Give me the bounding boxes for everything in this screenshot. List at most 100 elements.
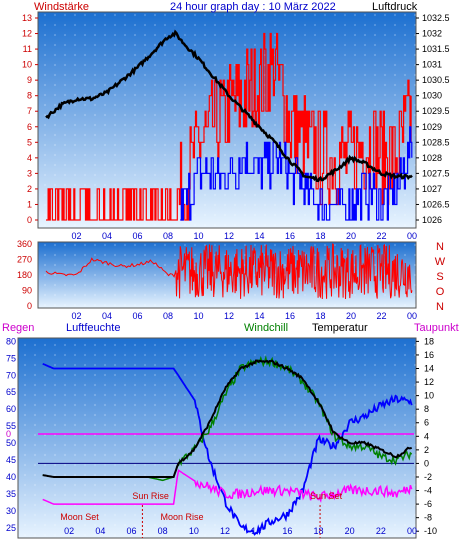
panel3-x-tick: 00 (407, 526, 417, 536)
panel3-right-tick: 12 (424, 377, 434, 387)
panel3-x-tick: 02 (64, 526, 74, 536)
panel1-left-tick: 0 (27, 215, 32, 225)
panel1-right-tick: 1031 (422, 60, 442, 70)
direction-label: W (435, 256, 446, 268)
panel2-left-tick: 90 (22, 286, 32, 296)
panel2-x-tick: 14 (254, 311, 264, 321)
pressure-series (45, 29, 413, 183)
panel2-x-tick: 12 (224, 311, 234, 321)
panel3-left-tick: 80 (6, 336, 16, 346)
panel3-right-tick: -4 (424, 486, 432, 496)
panel3-right-tick: -6 (424, 499, 432, 509)
panel3-left-tick: 65 (6, 387, 16, 397)
panel3-x-tick: 20 (345, 526, 355, 536)
panel3-right-tick: -10 (424, 526, 437, 536)
event-moon-rise: Moon Rise (160, 512, 203, 522)
panel1-left-label: Windstärke (34, 1, 89, 13)
panel2-left-tick: 0 (27, 301, 32, 311)
panel3-right-ticks: 18 16 14 12 10 8 6 4 2 0 -2 -4 -6 -8 -10 (416, 336, 437, 536)
panel3-left-tick: 60 (6, 404, 16, 414)
dewpoint-label: Taupunkt (414, 322, 459, 334)
windchill-label: Windchill (244, 322, 288, 334)
panel1-x-ticks: 02 04 06 08 10 12 14 16 18 20 22 00 (71, 231, 417, 241)
panel2-x-tick: 16 (285, 311, 295, 321)
panel3-left-tick: 45 (6, 455, 16, 465)
panel1-right-tick: 1026 (422, 215, 442, 225)
panel3-x-tick: 16 (282, 526, 292, 536)
panel3-x-tick: 18 (313, 526, 323, 536)
panel2-series (45, 243, 413, 300)
temperature-humidity-panel: Regen Luftfeuchte Windchill Temperatur T… (2, 322, 459, 539)
direction-label: O (436, 286, 445, 298)
dewpoint-series (42, 469, 413, 505)
panel3-left-ticks: 80 75 70 65 60 55 50 45 40 35 30 25 (6, 336, 16, 532)
panel1-left-tick: 6 (27, 122, 32, 132)
panel1-right-tick: 1029 (422, 122, 442, 132)
panel2-x-tick: 22 (376, 311, 386, 321)
panel3-x-tick: 04 (95, 526, 105, 536)
panel3-right-tick: 2 (424, 445, 429, 455)
panel1-x-tick: 12 (224, 231, 234, 241)
panel1-left-tick: 5 (27, 137, 32, 147)
wind-speed-series (180, 126, 413, 221)
panel1-x-tick: 02 (71, 231, 81, 241)
rain-label: Regen (2, 322, 34, 334)
direction-label: N (436, 241, 444, 253)
wind-direction-series (45, 243, 413, 300)
rain-zero-label: 0 (6, 429, 11, 439)
panel1-x-tick: 08 (163, 231, 173, 241)
panel1-left-tick: 2 (27, 184, 32, 194)
panel3-x-tick: 06 (126, 526, 136, 536)
event-sun-rise: Sun Rise (132, 491, 169, 501)
panel1-x-tick: 16 (285, 231, 295, 241)
panel3-left-tick: 25 (6, 523, 16, 533)
panel3-x-tick: 08 (158, 526, 168, 536)
event-moon-set: Moon Set (60, 512, 99, 522)
panel3-right-tick: 4 (424, 431, 429, 441)
panel3-right-tick: 10 (424, 391, 434, 401)
panel2-x-tick: 10 (193, 311, 203, 321)
panel1-x-tick: 22 (376, 231, 386, 241)
panel3-left-tick: 75 (6, 353, 16, 363)
panel1-left-tick: 11 (23, 44, 32, 54)
panel1-right-tick: 1028 (422, 153, 442, 163)
panel1-left-tick: 1 (27, 199, 32, 209)
panel1-right-tick: 1028.5 (422, 137, 450, 147)
panel3-series (38, 355, 414, 536)
panel1-title: 24 hour graph day : 10 März 2022 (170, 1, 336, 13)
panel1-x-tick: 20 (346, 231, 356, 241)
panel3-right-tick: 16 (424, 350, 434, 360)
temperature-label: Temperatur (312, 322, 368, 334)
panel1-left-tick: 13 (22, 13, 32, 23)
panel3-left-tick: 40 (6, 472, 16, 482)
panel2-left-tick: 360 (17, 239, 32, 249)
panel3-left-tick: 70 (6, 370, 16, 380)
panel3-right-tick: 6 (424, 418, 429, 428)
direction-label: S (436, 271, 443, 283)
panel3-right-tick: 8 (424, 404, 429, 414)
panel1-left-tick: 9 (27, 75, 32, 85)
panel3-x-tick: 22 (376, 526, 386, 536)
panel1-x-tick: 10 (193, 231, 203, 241)
panel3-x-tick: 14 (251, 526, 261, 536)
panel3-right-tick: -8 (424, 513, 432, 523)
panel1-x-tick: 18 (315, 231, 325, 241)
panel1-series (45, 29, 413, 221)
panel2-x-tick: 04 (102, 311, 112, 321)
panel1-x-tick: 06 (132, 231, 142, 241)
panel2-x-tick: 06 (132, 311, 142, 321)
panel2-x-tick: 20 (346, 311, 356, 321)
panel1-right-tick: 1031.5 (422, 44, 450, 54)
panel1-right-ticks: 1032.5 1032 1031.5 1031 1030.5 1030 1029.5 1029… (416, 13, 450, 225)
panel2-left-ticks: 360 270 180 90 0 (17, 239, 32, 311)
panel1-right-tick: 1032 (422, 29, 442, 39)
event-sun-set: Sun Set (310, 491, 343, 501)
panel2-x-tick: 00 (407, 311, 417, 321)
panel1-right-tick: 1027.5 (422, 168, 450, 178)
panel1-left-tick: 12 (22, 29, 32, 39)
panel1-left-tick: 7 (27, 106, 32, 116)
